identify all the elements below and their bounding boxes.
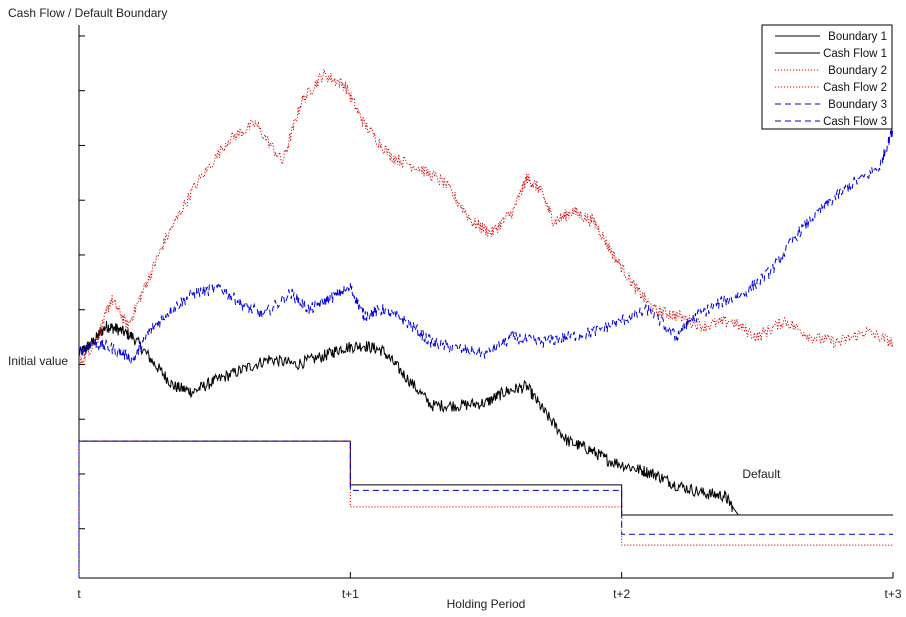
- legend-label: Cash Flow 2: [823, 82, 887, 94]
- series-cash-flow-1: [78, 320, 739, 516]
- default-annotation: Default: [742, 467, 781, 481]
- x-tick-label: t+3: [884, 587, 901, 601]
- legend-label: Boundary 2: [828, 65, 887, 77]
- series-cash-flow-3: [78, 127, 894, 364]
- series-boundary-2: [78, 440, 893, 578]
- y-tick-label-initial-value: Initial value: [8, 354, 68, 368]
- x-axis-title: Holding Period: [447, 597, 526, 611]
- legend-box: [761, 24, 893, 130]
- legend-label: Cash Flow 1: [823, 48, 887, 60]
- y-axis-title: Cash Flow / Default Boundary: [8, 6, 167, 20]
- series-cash-flow-2: [78, 69, 894, 365]
- legend: Boundary 1 Cash Flow 1 Boundary 2 Cash Flow…: [761, 24, 893, 130]
- series-boundary-1: [78, 440, 893, 578]
- legend-label: Boundary 1: [828, 31, 887, 43]
- y-ticks: [79, 35, 85, 530]
- series-boundary-3: [78, 440, 893, 578]
- x-tick-label: t+1: [342, 587, 359, 601]
- x-tick-label: t+2: [613, 587, 630, 601]
- legend-label: Cash Flow 3: [823, 116, 887, 128]
- series-layer: [78, 69, 894, 578]
- x-tick-label: t: [77, 587, 81, 601]
- legend-label: Boundary 3: [828, 99, 887, 111]
